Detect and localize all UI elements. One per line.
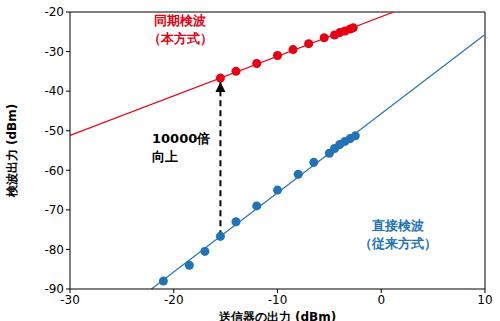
- html-text:（本方式）: （本方式）: [147, 31, 213, 46]
- html-text:直接検波: 直接検波: [372, 218, 424, 233]
- svg-text:-30: -30: [60, 292, 80, 307]
- svg-text:-60: -60: [44, 164, 64, 178]
- html-text:（従来方式）: （従来方式）: [359, 236, 437, 251]
- html-text:10000倍: 10000倍: [152, 131, 211, 146]
- svg-text:-20: -20: [44, 5, 64, 19]
- svg-text:-10: -10: [268, 293, 288, 307]
- svg-text:0: 0: [377, 293, 385, 307]
- svg-text:-40: -40: [44, 84, 64, 98]
- svg-text:検波出力 (dBm): 検波出力 (dBm): [8, 104, 19, 198]
- svg-text:-30: -30: [44, 45, 64, 59]
- svg-text:-80: -80: [44, 243, 64, 257]
- svg-text:10: 10: [477, 293, 492, 307]
- svg-text:-50: -50: [44, 124, 64, 138]
- svg-text:-20: -20: [164, 293, 184, 307]
- html-text:向上: 向上: [152, 149, 178, 164]
- svg-text:-90: -90: [44, 282, 64, 296]
- svg-text:送信器の出力 (dBm): 送信器の出力 (dBm): [218, 310, 336, 321]
- svg-text:-70: -70: [44, 203, 64, 217]
- html-text:同期検波: 同期検波: [154, 13, 206, 28]
